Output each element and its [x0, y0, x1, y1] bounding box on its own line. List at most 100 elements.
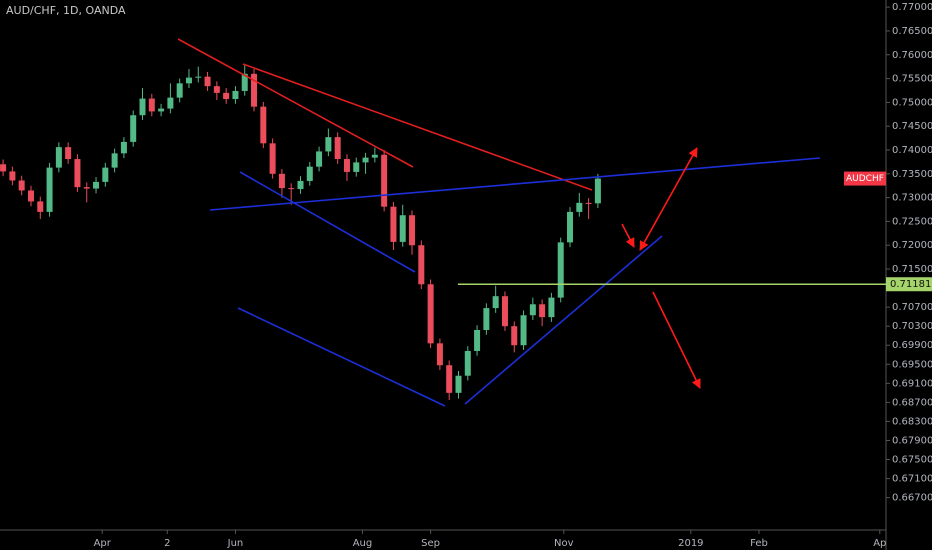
- candle-body: [316, 151, 323, 167]
- candle-body: [251, 73, 258, 107]
- candle-body: [74, 159, 81, 188]
- candle-body: [130, 115, 137, 142]
- x-tick-label: Sep: [421, 538, 440, 549]
- x-tick-label: Apr: [94, 538, 112, 549]
- y-tick-label: 0.69900: [892, 340, 932, 351]
- candle-body: [576, 202, 583, 212]
- candle-body: [511, 326, 518, 346]
- candle-body: [18, 180, 25, 191]
- candle-body: [362, 157, 369, 163]
- candle-body: [520, 315, 527, 346]
- candle-body: [418, 245, 425, 285]
- y-tick-label: 0.73000: [892, 193, 932, 204]
- y-tick-label: 0.74500: [892, 121, 932, 132]
- y-tick-label: 0.72500: [892, 216, 932, 227]
- candle-body: [260, 106, 267, 144]
- axes: 0.77000 0.76500 0.76000 0.75500 0.75000 0.745…: [94, 2, 932, 549]
- trend-line: [177, 38, 414, 168]
- x-tick-label: Jun: [227, 538, 244, 549]
- candles: [0, 64, 601, 400]
- candle-body: [167, 97, 174, 109]
- candle-body: [594, 178, 601, 204]
- x-tick-label: Nov: [554, 538, 574, 549]
- candle-body: [436, 343, 443, 366]
- candle-body: [37, 201, 44, 212]
- candle-body: [102, 167, 109, 182]
- y-tick-label: 0.69500: [892, 359, 932, 370]
- symbol-label: AUDCHF: [846, 174, 884, 184]
- candle-body: [353, 162, 360, 172]
- candle-body: [269, 143, 276, 174]
- y-tick-label: 0.69100: [892, 378, 932, 389]
- candle-body: [455, 375, 462, 393]
- y-tick-label: 0.76500: [892, 26, 932, 37]
- candle-body: [278, 173, 285, 189]
- candle-body: [483, 308, 490, 330]
- y-tick-label: 0.67900: [892, 435, 932, 446]
- y-tick-label: 0.67500: [892, 455, 932, 466]
- y-tick-label: 0.68300: [892, 416, 932, 427]
- candle-body: [334, 137, 341, 160]
- y-tick-label: 0.67100: [892, 474, 932, 485]
- candle-body: [297, 180, 304, 190]
- candle-body: [306, 166, 313, 181]
- y-tick-label: 0.77000: [892, 2, 932, 13]
- candle-body: [381, 154, 388, 207]
- candle-body: [585, 202, 592, 204]
- candle-body: [46, 167, 53, 212]
- trend-line: [209, 157, 821, 211]
- x-tick-label: Ap: [873, 538, 886, 549]
- candle-body: [567, 211, 574, 243]
- y-tick-label: 0.73500: [892, 169, 932, 180]
- candle-body: [288, 188, 295, 190]
- candle-body: [446, 365, 453, 393]
- drawings: [177, 38, 821, 407]
- candle-body: [9, 171, 16, 181]
- y-tick-label: 0.71500: [892, 264, 932, 275]
- candle-body: [464, 350, 471, 376]
- x-tick-label: Feb: [750, 538, 768, 549]
- y-tick-label: 0.68700: [892, 397, 932, 408]
- price-line-badge: [886, 277, 932, 292]
- candle-body: [390, 206, 397, 242]
- candle-body: [492, 296, 499, 309]
- candle-body: [83, 187, 90, 189]
- candle-body: [27, 190, 34, 202]
- x-tick-label: 2: [164, 538, 170, 549]
- candle-body: [148, 98, 155, 112]
- y-tick-label: 0.75000: [892, 97, 932, 108]
- y-tick-label: 0.66700: [892, 493, 932, 504]
- arrow: [639, 147, 698, 251]
- chart-title: AUD/CHF, 1D, OANDA: [6, 4, 126, 17]
- arrow: [621, 223, 635, 248]
- candle-body: [158, 108, 165, 112]
- x-tick-label: 2019: [678, 538, 703, 549]
- candle-body: [232, 90, 239, 100]
- candle-body: [139, 98, 146, 116]
- candle-body: [529, 304, 536, 316]
- candle-body: [241, 73, 248, 91]
- candle-body: [371, 154, 378, 158]
- candle-body: [93, 181, 100, 189]
- candle-body: [204, 76, 211, 87]
- candle-body: [223, 92, 230, 100]
- candle-body: [325, 137, 332, 152]
- trend-line: [464, 235, 663, 405]
- candle-body: [111, 153, 118, 168]
- price-line-label: 0.71181: [890, 279, 931, 290]
- candle-body: [213, 86, 220, 93]
- arrow: [652, 291, 701, 389]
- trend-line: [237, 307, 446, 407]
- candle-body: [0, 164, 7, 172]
- candle-body: [501, 296, 508, 327]
- candle-body: [548, 297, 555, 318]
- candle-body: [195, 76, 202, 78]
- candle-body: [427, 284, 434, 344]
- y-tick-label: 0.72000: [892, 240, 932, 251]
- candle-body: [120, 141, 127, 154]
- candle-body: [557, 242, 564, 298]
- trend-line: [239, 171, 416, 273]
- candle-body: [409, 215, 416, 246]
